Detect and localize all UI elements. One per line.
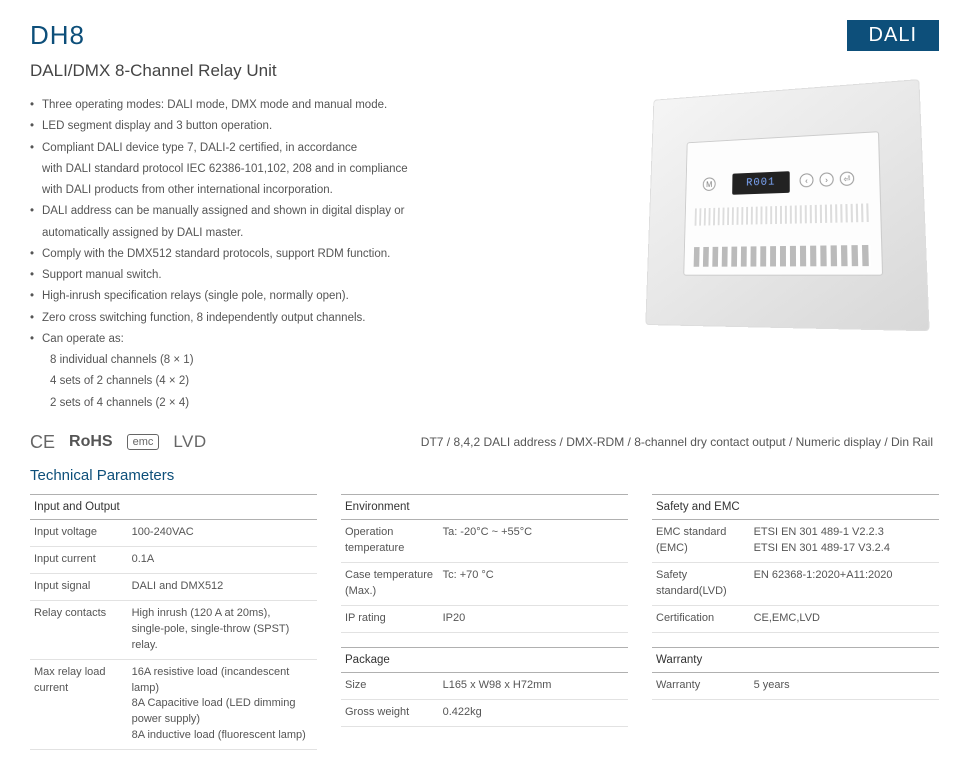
spec-value: EN 62368-1:2020+A11:2020 xyxy=(750,562,939,605)
table-col-1: Input and Output Input voltage100-240VAC… xyxy=(30,494,317,764)
cert-lvd: LVD xyxy=(173,432,206,452)
spec-value: CE,EMC,LVD xyxy=(750,605,939,632)
device-face: M R001 ‹ › ⏎ xyxy=(683,131,883,276)
spec-label: Input current xyxy=(30,546,128,573)
feature-item: automatically assigned by DALI master. xyxy=(30,223,639,244)
feature-item: DALI address can be manually assigned an… xyxy=(30,201,639,222)
spec-value: 0.1A xyxy=(128,546,317,573)
table-row: SizeL165 x W98 x H72mm xyxy=(341,672,628,699)
product-code: DH8 xyxy=(30,20,85,51)
table-io-title: Input and Output xyxy=(30,494,317,519)
table-pkg: Package SizeL165 x W98 x H72mmGross weig… xyxy=(341,647,628,727)
spec-value: Ta: -20°C ~ +55°C xyxy=(439,519,628,562)
feature-item: 2 sets of 4 channels (2 × 4) xyxy=(30,393,639,414)
feature-item: with DALI standard protocol IEC 62386-10… xyxy=(30,159,639,180)
cert-rohs: RoHS xyxy=(69,433,113,451)
table-row: Operation temperatureTa: -20°C ~ +55°C xyxy=(341,519,628,562)
table-safety: Safety and EMC EMC standard (EMC)ETSI EN… xyxy=(652,494,939,633)
feature-list: Three operating modes: DALI mode, DMX mo… xyxy=(30,95,639,414)
dali-badge: DALI xyxy=(847,20,939,51)
feature-item: Three operating modes: DALI mode, DMX mo… xyxy=(30,95,639,116)
tables-row: Input and Output Input voltage100-240VAC… xyxy=(30,494,939,764)
tech-parameters-heading: Technical Parameters xyxy=(30,467,939,484)
spec-label: Input voltage xyxy=(30,519,128,546)
table-col-3: Safety and EMC EMC standard (EMC)ETSI EN… xyxy=(652,494,939,764)
device-terminals xyxy=(694,245,871,267)
table-row: Gross weight0.422kg xyxy=(341,699,628,726)
spec-value: Tc: +70 °C xyxy=(439,562,628,605)
spec-label: IP rating xyxy=(341,605,439,632)
spec-label: Gross weight xyxy=(341,699,439,726)
spec-label: Operation temperature xyxy=(341,519,439,562)
table-row: Input current0.1A xyxy=(30,546,317,573)
spec-label: Safety standard(LVD) xyxy=(652,562,750,605)
device-button-m-icon: M xyxy=(703,177,716,191)
feature-item: LED segment display and 3 button operati… xyxy=(30,116,639,137)
feature-item: with DALI products from other internatio… xyxy=(30,180,639,201)
device-button-enter-icon: ⏎ xyxy=(840,171,855,186)
table-row: Max relay load current16A resistive load… xyxy=(30,659,317,750)
feature-item: 8 individual channels (8 × 1) xyxy=(30,350,639,371)
table-col-2: Environment Operation temperatureTa: -20… xyxy=(341,494,628,764)
table-row: IP ratingIP20 xyxy=(341,605,628,632)
table-row: Input voltage100-240VAC xyxy=(30,519,317,546)
spec-label: Relay contacts xyxy=(30,600,128,659)
feature-item: Can operate as: xyxy=(30,329,639,350)
header-row: DH8 DALI xyxy=(30,20,939,51)
device-led-display: R001 xyxy=(732,171,790,195)
spec-value: 0.422kg xyxy=(439,699,628,726)
feature-item: Compliant DALI device type 7, DALI-2 cer… xyxy=(30,138,639,159)
table-row: Input signalDALI and DMX512 xyxy=(30,573,317,600)
table-row: EMC standard (EMC)ETSI EN 301 489-1 V2.2… xyxy=(652,519,939,562)
spec-value: IP20 xyxy=(439,605,628,632)
spec-label: EMC standard (EMC) xyxy=(652,519,750,562)
spec-value: ETSI EN 301 489-1 V2.2.3ETSI EN 301 489-… xyxy=(750,519,939,562)
spec-value: DALI and DMX512 xyxy=(128,573,317,600)
table-warranty: Warranty Warranty5 years xyxy=(652,647,939,700)
spec-label: Size xyxy=(341,672,439,699)
summary-line: DT7 / 8,4,2 DALI address / DMX-RDM / 8-c… xyxy=(421,435,939,449)
cert-emc: emc xyxy=(127,434,160,450)
table-env-title: Environment xyxy=(341,494,628,519)
table-io: Input and Output Input voltage100-240VAC… xyxy=(30,494,317,750)
table-row: Warranty5 years xyxy=(652,672,939,699)
table-row: Case temperature (Max.)Tc: +70 °C xyxy=(341,562,628,605)
spec-value: L165 x W98 x H72mm xyxy=(439,672,628,699)
table-row: CertificationCE,EMC,LVD xyxy=(652,605,939,632)
certification-row: CE RoHS emc LVD DT7 / 8,4,2 DALI address… xyxy=(30,432,939,453)
device-button-right-icon: › xyxy=(819,172,833,187)
spec-label: Case temperature (Max.) xyxy=(341,562,439,605)
feature-item: Support manual switch. xyxy=(30,265,639,286)
spec-value: 100-240VAC xyxy=(128,519,317,546)
table-safety-title: Safety and EMC xyxy=(652,494,939,519)
spec-label: Warranty xyxy=(652,672,750,699)
page-subtitle: DALI/DMX 8-Channel Relay Unit xyxy=(30,61,939,81)
table-pkg-title: Package xyxy=(341,647,628,672)
feature-item: High-inrush specification relays (single… xyxy=(30,286,639,307)
device-vents xyxy=(695,203,870,225)
spec-label: Certification xyxy=(652,605,750,632)
device-button-left-icon: ‹ xyxy=(800,173,814,187)
table-warranty-title: Warranty xyxy=(652,647,939,672)
product-image: M R001 ‹ › ⏎ xyxy=(645,79,929,331)
spec-value: 16A resistive load (incandescent lamp)8A… xyxy=(128,659,317,750)
spec-value: 5 years xyxy=(750,672,939,699)
table-row: Relay contactsHigh inrush (120 A at 20ms… xyxy=(30,600,317,659)
feature-item: Comply with the DMX512 standard protocol… xyxy=(30,244,639,265)
feature-item: Zero cross switching function, 8 indepen… xyxy=(30,308,639,329)
table-env: Environment Operation temperatureTa: -20… xyxy=(341,494,628,633)
content-row: Three operating modes: DALI mode, DMX mo… xyxy=(30,95,939,414)
table-row: Safety standard(LVD)EN 62368-1:2020+A11:… xyxy=(652,562,939,605)
spec-value: High inrush (120 A at 20ms),single-pole,… xyxy=(128,600,317,659)
cert-ce: CE xyxy=(30,432,55,453)
spec-label: Max relay load current xyxy=(30,659,128,750)
spec-label: Input signal xyxy=(30,573,128,600)
feature-item: 4 sets of 2 channels (4 × 2) xyxy=(30,371,639,392)
